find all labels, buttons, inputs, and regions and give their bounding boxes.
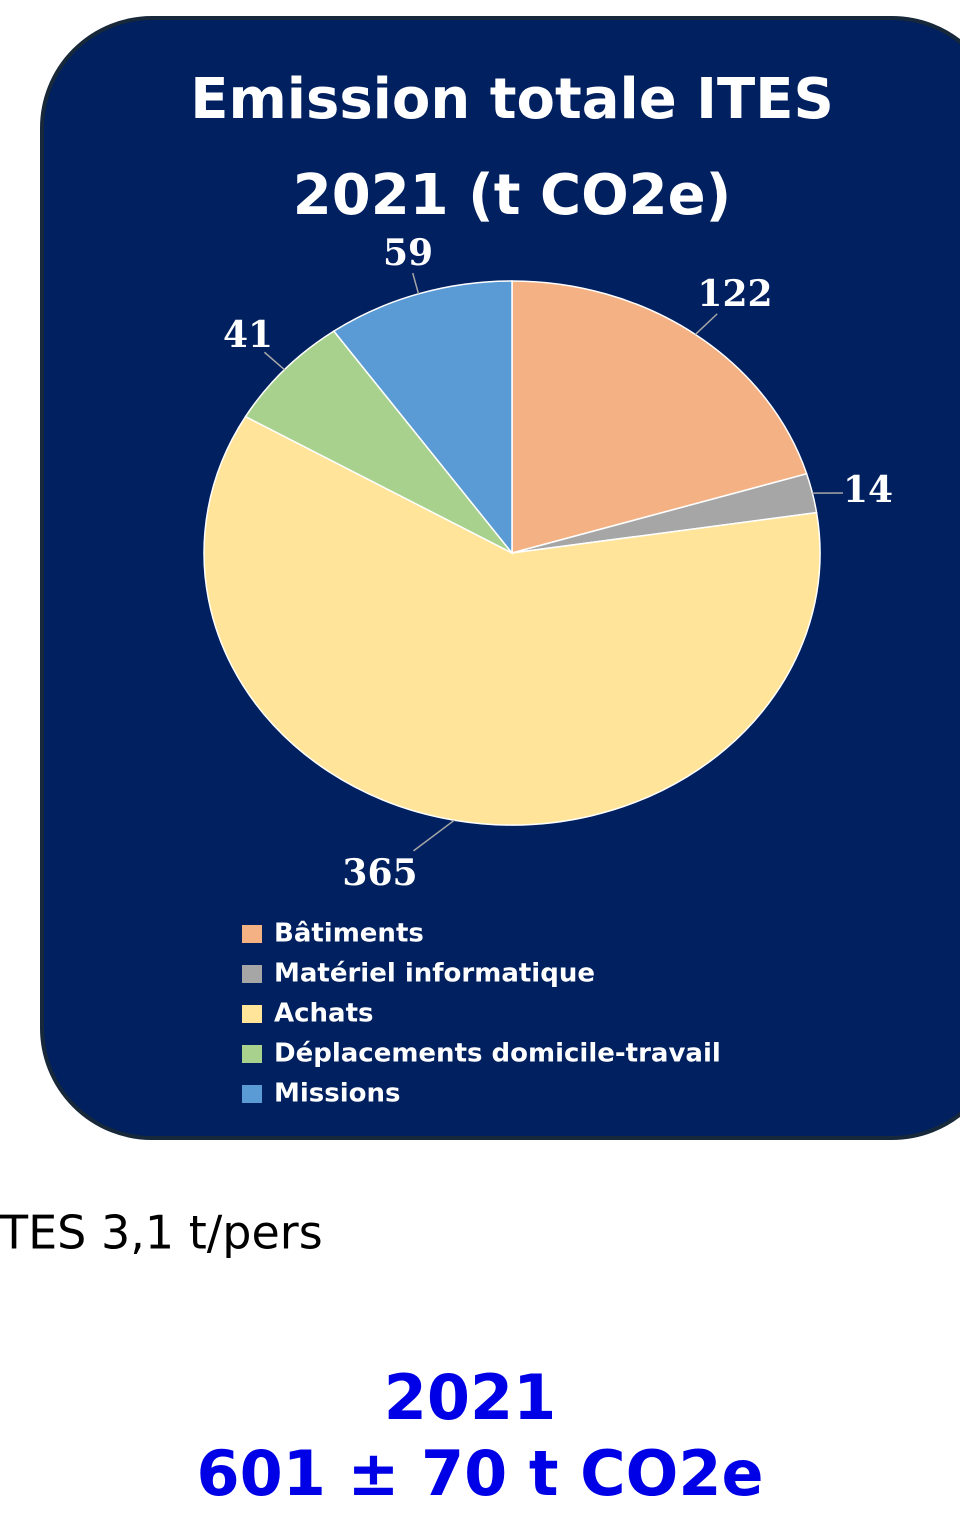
- pie-slice: [332, 280, 513, 556]
- per-person: TES 3,1 t/pers: [0, 1206, 323, 1260]
- legend-label: Matériel informatique: [274, 959, 595, 989]
- legend-swatch: [242, 1085, 262, 1103]
- pie-slice: [244, 330, 513, 554]
- pie-slice: [511, 280, 808, 554]
- total-year: 2021: [384, 1361, 557, 1434]
- data-label: 14: [843, 469, 893, 511]
- leader-line: [694, 313, 718, 336]
- data-label: 122: [697, 273, 772, 315]
- leader-line: [412, 272, 420, 295]
- legend-label: Achats: [274, 999, 374, 1029]
- legend-swatch: [242, 925, 262, 943]
- data-label: 59: [383, 232, 433, 274]
- data-label: 41: [223, 314, 273, 356]
- pie-slice: [203, 415, 821, 826]
- legend-swatch: [242, 1005, 262, 1023]
- legend-swatch: [242, 1045, 262, 1063]
- legend-label: Bâtiments: [274, 919, 424, 949]
- legend-label: Missions: [274, 1079, 401, 1109]
- total-label: 601 ± 70 t CO2e: [196, 1437, 763, 1510]
- data-label: 365: [342, 852, 417, 894]
- legend-label: Déplacements domicile-travail: [274, 1039, 721, 1069]
- leader-line: [413, 819, 455, 852]
- leader-line: [263, 351, 285, 371]
- legend-swatch: [242, 965, 262, 983]
- chart-title: Emission totale ITES 2021 (t CO2e): [190, 67, 834, 228]
